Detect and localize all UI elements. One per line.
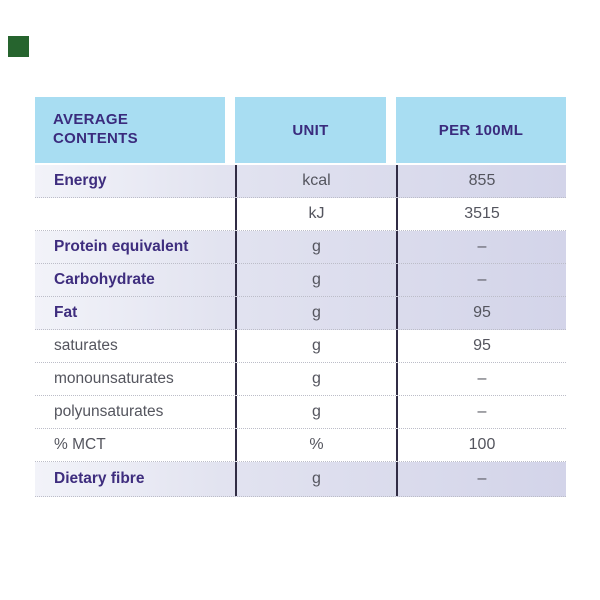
row-label: polyunsaturates xyxy=(54,403,164,420)
table-row: Fat g 95 xyxy=(35,297,566,330)
table-body: Energy kcal 855 kJ 3515 Protein equivalent g – C… xyxy=(35,165,566,497)
row-value-per-100ml: 95 xyxy=(396,297,566,329)
table-header-row: AVERAGE CONTENTS UNIT PER 100ML xyxy=(35,97,566,163)
row-value-per-100ml: – xyxy=(396,231,566,263)
table-row: saturates g 95 xyxy=(35,330,566,363)
row-value-per-100ml: – xyxy=(396,462,566,496)
row-label xyxy=(35,198,235,230)
row-unit: g xyxy=(235,231,396,263)
row-unit: kcal xyxy=(235,165,396,197)
row-value-per-100ml: 855 xyxy=(396,165,566,197)
row-value-per-100ml: – xyxy=(396,396,566,428)
table-row: Carbohydrate g – xyxy=(35,264,566,297)
row-label: monounsaturates xyxy=(54,370,174,387)
header-per-100ml-label: PER 100ML xyxy=(438,121,524,139)
table-row: Energy kcal 855 xyxy=(35,165,566,198)
row-value-per-100ml: 95 xyxy=(396,330,566,362)
table-row: Protein equivalent g – xyxy=(35,231,566,264)
row-value-per-100ml: 3515 xyxy=(396,198,566,230)
row-label: Carbohydrate xyxy=(54,271,155,288)
row-unit: g xyxy=(235,396,396,428)
nutrition-table: AVERAGE CONTENTS UNIT PER 100ML Energy kc… xyxy=(35,97,566,497)
header-average-contents-label: AVERAGE CONTENTS xyxy=(53,111,138,147)
row-unit: g xyxy=(235,297,396,329)
table-row: % MCT% 100 xyxy=(35,429,566,462)
row-label: Energy xyxy=(54,172,107,189)
header-unit: UNIT xyxy=(235,97,386,163)
row-label: Dietary fibre xyxy=(54,470,145,487)
table-row: polyunsaturates g – xyxy=(35,396,566,429)
row-unit: g xyxy=(235,330,396,362)
header-average-contents: AVERAGE CONTENTS xyxy=(35,97,225,163)
row-unit: g xyxy=(235,462,396,496)
row-unit: g xyxy=(235,363,396,395)
row-value-per-100ml: 100 xyxy=(396,429,566,461)
green-square-mark xyxy=(8,36,29,57)
header-unit-label: UNIT xyxy=(292,121,329,139)
row-unit: % xyxy=(235,429,396,461)
table-row: monounsaturates g – xyxy=(35,363,566,396)
header-per-100ml: PER 100ML xyxy=(396,97,566,163)
row-label: Protein equivalent xyxy=(54,238,189,255)
row-value-per-100ml: – xyxy=(396,264,566,296)
row-unit: kJ xyxy=(235,198,396,230)
row-value-per-100ml: – xyxy=(396,363,566,395)
row-label: Fat xyxy=(54,304,78,321)
table-row: Dietary fibre g – xyxy=(35,462,566,497)
row-label: % MCT xyxy=(54,436,106,453)
row-label: saturates xyxy=(54,337,118,354)
row-unit: g xyxy=(235,264,396,296)
table-row: kJ 3515 xyxy=(35,198,566,231)
